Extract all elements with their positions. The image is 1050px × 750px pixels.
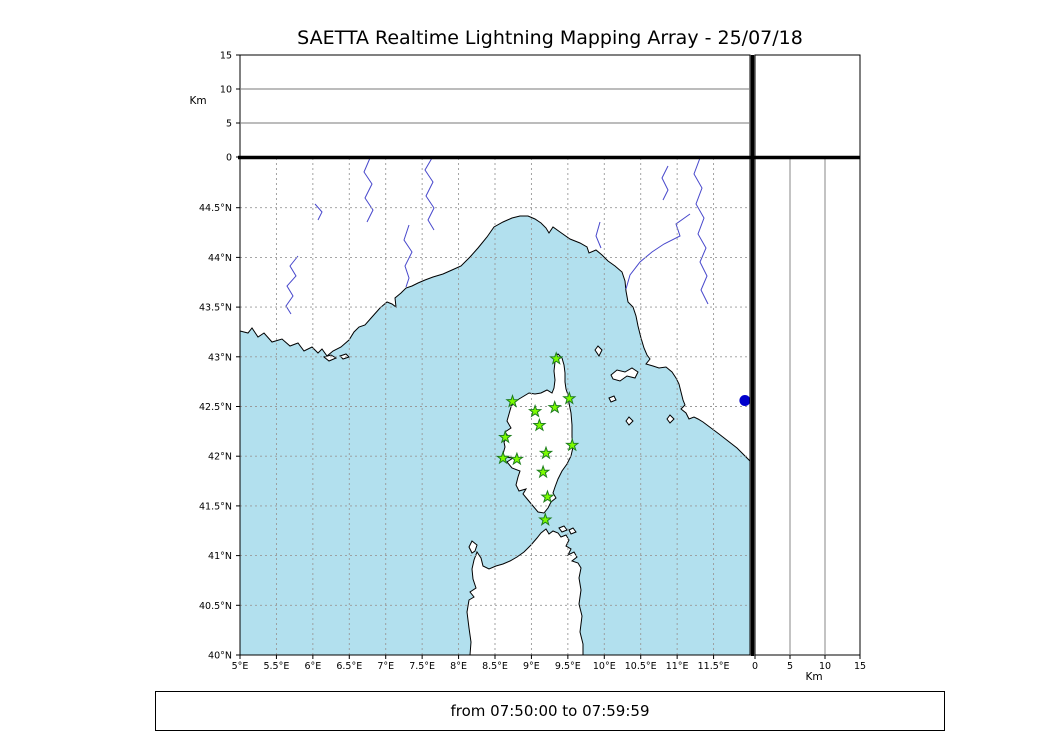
station-marker [547, 400, 562, 414]
station-marker [535, 464, 551, 479]
y-tick-label: 40.5°N [199, 601, 232, 612]
latitude-altitude-panel [754, 157, 861, 656]
time-range-text: from 07:50:00 to 07:59:59 [450, 702, 650, 720]
station-marker [505, 393, 520, 408]
x-tick-label: 6°E [304, 661, 321, 672]
x-tick-label: 5.5°E [263, 661, 289, 672]
alt-tick-label: 5 [787, 661, 793, 672]
maddalena-island [558, 525, 568, 533]
station-marker [538, 512, 553, 526]
sardinia-island [466, 528, 584, 655]
x-tick-label: 10°E [593, 661, 616, 672]
alt-tick-label: 15 [854, 661, 866, 672]
alt-tick-label: 0 [752, 661, 758, 672]
river [314, 203, 323, 221]
river [693, 158, 709, 305]
y-tick-label: 40°N [208, 651, 232, 662]
station-marker [498, 429, 513, 444]
alt-tick-label: 15 [220, 51, 232, 62]
caprera-island [568, 527, 577, 535]
river [424, 158, 435, 231]
x-tick-label: 10.5°E [625, 661, 657, 672]
asinara-island [468, 540, 478, 554]
x-tick-label: 9.5°E [555, 661, 581, 672]
time-range-box: from 07:50:00 to 07:59:59 [155, 691, 945, 731]
x-tick-label: 8.5°E [482, 661, 508, 672]
x-tick-label: 11°E [666, 661, 689, 672]
river [285, 255, 299, 315]
y-tick-label: 41.5°N [199, 501, 232, 512]
altitude-histogram-panel [754, 54, 861, 158]
river [625, 213, 691, 290]
altitude-longitude-panel [239, 54, 751, 158]
mainland-coast [240, 158, 750, 462]
river [363, 158, 374, 223]
station-marker [540, 489, 555, 504]
station-marker [495, 450, 511, 465]
alt-tick-label: 10 [220, 85, 232, 96]
y-tick-label: 44.5°N [199, 203, 232, 214]
river [661, 165, 669, 201]
right-panel-grid [789, 158, 826, 655]
y-tick-label: 43°N [208, 352, 232, 363]
port-cros-island [339, 353, 350, 360]
alt-tick-label: 0 [226, 153, 232, 164]
x-tick-label: 8°E [450, 661, 467, 672]
river [595, 221, 602, 249]
map-gridlines [240, 158, 750, 655]
giglio-island [666, 414, 675, 424]
station-marker [562, 390, 577, 405]
y-tick-label: 42°N [208, 452, 232, 463]
river [403, 224, 413, 288]
elba-island [610, 367, 639, 382]
y-tick-label: 42.5°N [199, 402, 232, 413]
x-tick-label: 9°E [523, 661, 540, 672]
x-tick-label: 7.5°E [409, 661, 435, 672]
altitude-panel-grid [240, 88, 750, 124]
montecristo-island [625, 416, 634, 426]
map [240, 158, 750, 655]
detections-layer [739, 395, 750, 407]
altitude-axis-unit-label: Km [189, 95, 206, 107]
x-tick-label: 5°E [232, 661, 249, 672]
alt-tick-label: 5 [226, 119, 232, 130]
detection-point [739, 395, 750, 407]
y-tick-label: 44°N [208, 253, 232, 264]
right-axis-unit-label: Km [805, 671, 822, 683]
alt-tick-label: 10 [819, 661, 831, 672]
station-marker [527, 403, 543, 418]
page-title: SAETTA Realtime Lightning Mapping Array … [297, 27, 803, 49]
capraia-island [594, 345, 603, 357]
axes-labels: 5°E 5.5°E 6°E 6.5°E 7°E 7.5°E 8°E 8.5°E 9°E 9.5°E… [199, 51, 866, 673]
stations-layer [495, 351, 580, 526]
corsica-island [502, 353, 574, 514]
x-tick-label: 7°E [377, 661, 394, 672]
station-marker [509, 451, 525, 466]
y-tick-label: 41°N [208, 551, 232, 562]
station-marker [565, 437, 580, 452]
station-marker [549, 351, 564, 365]
y-tick-label: 43.5°N [199, 303, 232, 314]
x-tick-label: 11.5°E [698, 661, 730, 672]
station-marker [538, 445, 554, 460]
station-marker [532, 417, 547, 432]
x-tick-label: 6.5°E [336, 661, 362, 672]
pianosa-island [608, 395, 617, 403]
